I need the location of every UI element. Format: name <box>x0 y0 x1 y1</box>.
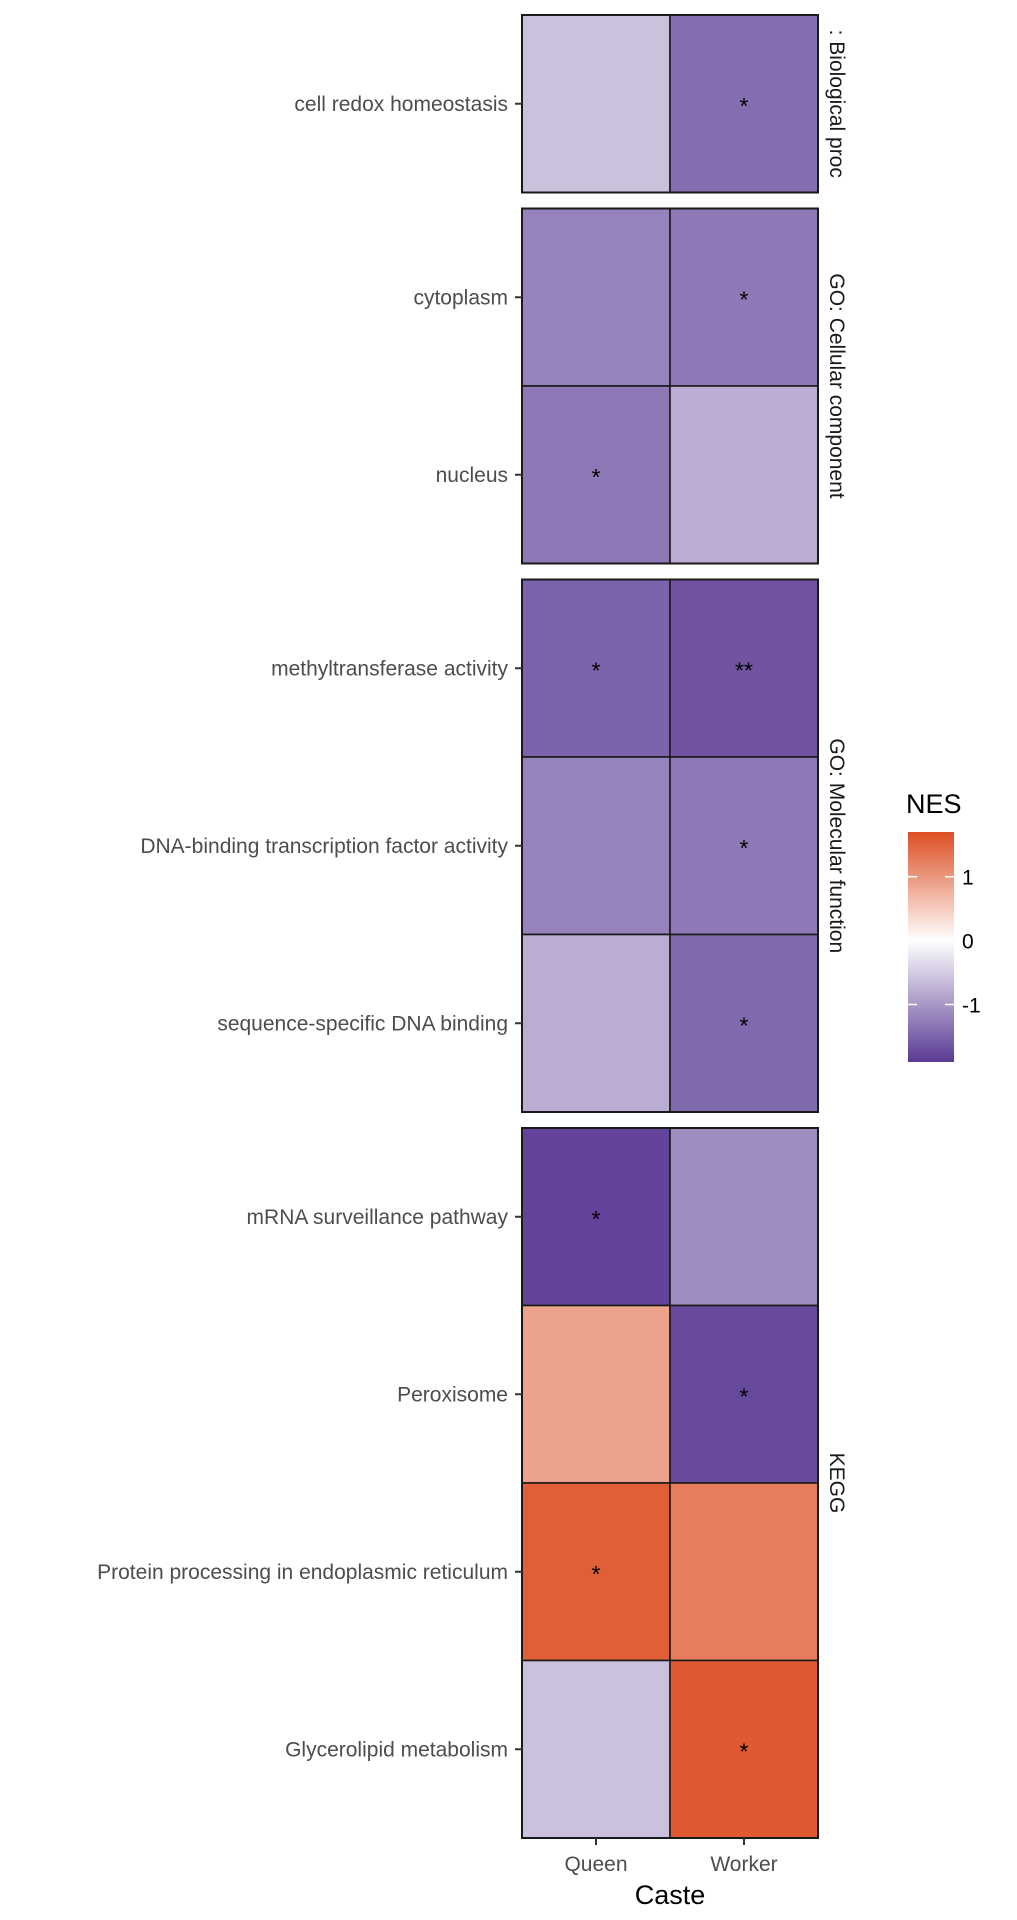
heatmap-cell <box>521 14 671 194</box>
significance-label: * <box>592 1561 601 1587</box>
facet-strip: KEGG <box>825 1453 848 1514</box>
significance-label: * <box>740 286 749 312</box>
row-label: cell redox homeostasis <box>294 93 508 116</box>
row-label: sequence-specific DNA binding <box>217 1012 508 1035</box>
heatmap-cell <box>669 385 819 565</box>
row-label: Peroxisome <box>397 1383 508 1406</box>
heatmap-cell <box>521 1482 671 1662</box>
heatmap-cell <box>521 578 671 758</box>
significance-label: * <box>740 835 749 861</box>
row-label: Glycerolipid metabolism <box>285 1738 508 1761</box>
row-labels: cell redox homeostasis cytoplasm nucleus me… <box>97 93 522 1761</box>
heatmap-cell <box>669 1659 819 1839</box>
heatmap-cell <box>669 756 819 936</box>
heatmap-cell <box>669 207 819 387</box>
heatmap-cell <box>521 1304 671 1484</box>
x-tick-label: Worker <box>710 1853 777 1876</box>
row-label: methyltransferase activity <box>271 657 508 680</box>
significance-label: * <box>592 657 601 683</box>
significance-label: * <box>592 1206 601 1232</box>
x-tick-label: Queen <box>564 1853 627 1876</box>
heatmap-cell <box>521 1659 671 1839</box>
color-legend: NES 1 0 -1 <box>906 789 981 1062</box>
legend-tick-label: 0 <box>962 931 974 954</box>
row-label: nucleus <box>436 464 508 487</box>
heatmap-cell <box>521 756 671 936</box>
heatmap-cell <box>669 933 819 1113</box>
x-axis: Queen Worker <box>564 1838 778 1876</box>
legend-tick-label: 1 <box>962 867 974 890</box>
heatmap-cells: **** ******** <box>521 14 819 1839</box>
facet-strip-label: : Biological proc <box>825 30 848 178</box>
heatmap-cell <box>669 1127 819 1307</box>
significance-label: * <box>740 1738 749 1764</box>
heatmap-cell <box>669 578 819 758</box>
heatmap-cell <box>521 933 671 1113</box>
panel-border <box>521 207 819 565</box>
panel-border <box>521 1127 819 1839</box>
facet-strip-label: GO: Cellular component <box>825 273 848 498</box>
heatmap-cell <box>521 207 671 387</box>
heatmap-cell <box>669 1304 819 1484</box>
legend-colorbar <box>908 832 954 1062</box>
significance-label: ** <box>735 657 753 683</box>
x-axis-title: Caste <box>635 1880 706 1910</box>
row-label: Protein processing in endoplasmic reticu… <box>97 1561 508 1584</box>
legend-tick-label: -1 <box>962 995 981 1018</box>
row-label: cytoplasm <box>413 286 508 309</box>
facet-strip: : Biological proc <box>825 30 848 178</box>
facet-strip: GO: Cellular component <box>825 273 848 498</box>
row-label: DNA-binding transcription factor activit… <box>140 835 508 858</box>
legend-title: NES <box>906 789 962 819</box>
facet-strip: GO: Molecular function <box>825 738 848 953</box>
significance-label: * <box>740 1383 749 1409</box>
significance-label: * <box>740 1012 749 1038</box>
heatmap-cell <box>669 14 819 194</box>
facet-strip-label: GO: Molecular function <box>825 738 848 953</box>
row-label: mRNA surveillance pathway <box>247 1206 509 1229</box>
facet-strip-label: KEGG <box>825 1453 848 1514</box>
significance-label: * <box>740 93 749 119</box>
facet-strips: : Biological proc GO: Cellular component G… <box>825 30 848 1514</box>
heatmap-cell <box>669 1482 819 1662</box>
significance-label: * <box>592 464 601 490</box>
